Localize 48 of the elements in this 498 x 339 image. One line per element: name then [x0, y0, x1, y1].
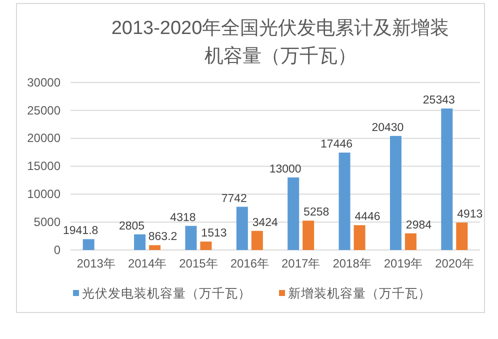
x-tick-label: 2019年 — [384, 256, 423, 271]
data-label: 2805 — [118, 220, 145, 232]
x-tick-label: 2015年 — [179, 256, 218, 271]
bar — [82, 239, 94, 250]
bar — [134, 234, 146, 250]
data-label: 7742 — [221, 192, 247, 205]
legend-label: 新增装机容量（万千瓦） — [288, 285, 431, 300]
bar — [288, 177, 300, 250]
chart-title: 2013-2020年全国光伏发电累计及新增装机容量（万千瓦） — [111, 17, 450, 67]
y-tick-label: 25000 — [27, 103, 61, 118]
data-label: 863.2 — [148, 231, 178, 244]
x-tick-label: 2016年 — [230, 256, 270, 271]
data-label: 1513 — [201, 228, 227, 240]
data-label: 20430 — [372, 122, 404, 134]
data-label: 5258 — [304, 206, 330, 219]
bar — [149, 245, 161, 250]
bar — [404, 233, 416, 250]
y-tick-label: 15000 — [27, 159, 61, 174]
bar — [251, 230, 263, 250]
y-tick-label: 10000 — [27, 187, 61, 202]
data-label: 4318 — [170, 212, 196, 224]
data-label: 17446 — [320, 138, 353, 151]
x-tick-label: 2020年 — [435, 256, 474, 271]
y-tick-label: 0 — [54, 242, 61, 257]
y-tick-label: 20000 — [27, 131, 61, 146]
bar — [185, 226, 197, 250]
data-label: 3424 — [252, 216, 279, 229]
bar — [302, 220, 314, 250]
x-tick-label: 2013年 — [76, 256, 116, 271]
legend-label: 光伏发电装机容量（万千瓦） — [82, 285, 251, 300]
data-label: 4446 — [354, 211, 380, 224]
x-tick-label: 2018年 — [332, 256, 372, 271]
bar — [456, 222, 468, 250]
data-label: 13000 — [269, 163, 302, 176]
data-label: 4913 — [457, 208, 483, 221]
y-tick-label: 30000 — [27, 75, 61, 90]
y-tick-label: 5000 — [34, 214, 61, 229]
bar — [200, 242, 212, 250]
x-tick-label: 2017年 — [281, 256, 320, 271]
bar — [236, 206, 248, 250]
data-label: 1941.8 — [63, 225, 98, 238]
x-tick-label: 2014年 — [128, 256, 167, 271]
data-label: 2984 — [406, 219, 432, 232]
bar — [338, 152, 350, 250]
bar — [354, 225, 366, 250]
data-label: 25343 — [422, 94, 455, 106]
bar — [390, 136, 402, 250]
bar — [441, 108, 453, 250]
